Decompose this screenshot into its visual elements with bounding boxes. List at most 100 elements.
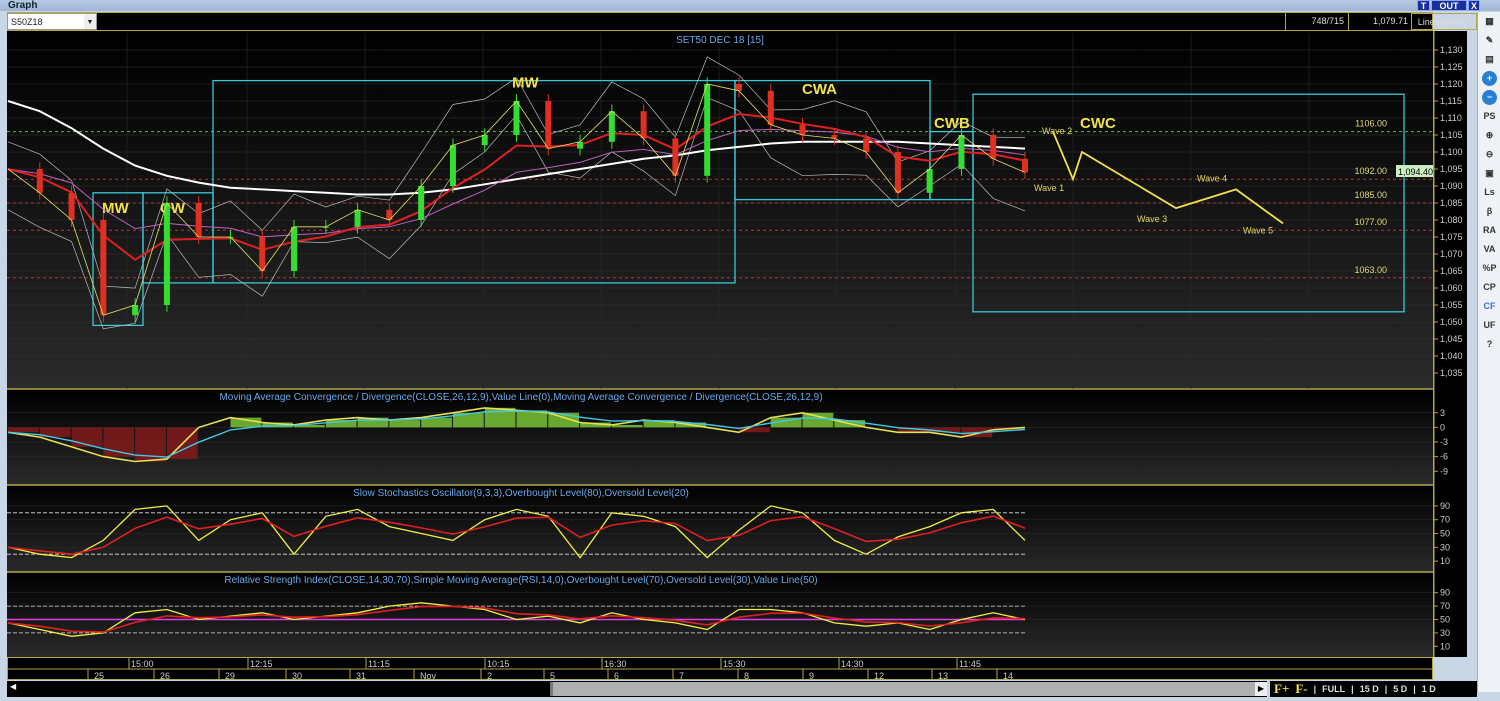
- window-icon[interactable]: ▣: [1485, 168, 1494, 178]
- cf-icon[interactable]: CF: [1483, 301, 1496, 311]
- candle-body: [735, 84, 742, 91]
- date-label: 14: [1003, 671, 1013, 680]
- t-button[interactable]: T: [1417, 0, 1430, 11]
- period-bar: F+ F- | FULL | 15 D | 5 D | 1 D: [1270, 681, 1477, 697]
- magnify-minus-icon[interactable]: ⊖: [1485, 149, 1494, 159]
- price-level-label: 1092.00: [1354, 166, 1387, 176]
- ps-dropdown-icon[interactable]: PS: [1483, 111, 1496, 121]
- y-tick-label: 70: [1440, 515, 1450, 525]
- table-icon[interactable]: ▦: [1485, 16, 1494, 26]
- pattern-box: [972, 93, 1405, 313]
- uf-icon[interactable]: UF: [1483, 320, 1496, 330]
- y-tick-label: 1,080: [1440, 215, 1463, 225]
- cursor-value-field: 1,079.71: [1348, 13, 1411, 30]
- percent-p-icon[interactable]: %P: [1482, 263, 1497, 273]
- y-tick-label: 1,070: [1440, 249, 1463, 259]
- macd-histogram-bar: [8, 427, 39, 433]
- macd-histogram-bar: [262, 422, 294, 428]
- scroll-left-icon[interactable]: ◀: [10, 682, 17, 691]
- candle-body: [36, 169, 43, 193]
- zoom-out-icon[interactable]: −: [1482, 90, 1497, 105]
- chart-plot-area[interactable]: SET50 DEC 18 [15] 1106.00 1092.00 1085.00 10…: [7, 31, 1433, 657]
- price-level-label: 1063.00: [1354, 265, 1387, 275]
- macd-histogram-bar: [611, 424, 643, 428]
- y-tick-label: -3: [1440, 437, 1448, 447]
- long-moving-average-line: [7, 100, 1026, 196]
- va-icon[interactable]: VA: [1483, 244, 1496, 254]
- y-tick-label: 1,075: [1440, 232, 1463, 242]
- period-15d-button[interactable]: 15 D: [1359, 684, 1379, 694]
- period-1d-button[interactable]: 1 D: [1421, 684, 1436, 694]
- chart-edit-icon[interactable]: ✎: [1485, 35, 1494, 45]
- last-price-marker: [1396, 165, 1433, 178]
- macd-histogram-bar: [39, 427, 71, 438]
- close-button[interactable]: X: [1468, 0, 1480, 11]
- candle-body: [481, 135, 488, 146]
- date-label: 12: [874, 671, 884, 680]
- date-label: 13: [938, 671, 948, 680]
- macd-histogram-bar: [897, 427, 929, 433]
- scrollbar-thumb[interactable]: [550, 682, 1258, 696]
- font-increase-button[interactable]: F+: [1274, 681, 1290, 696]
- panel-background: [7, 485, 1433, 572]
- time-label: 15:30: [723, 659, 746, 669]
- font-decrease-button[interactable]: F-: [1295, 681, 1308, 696]
- period-5d-button[interactable]: 5 D: [1393, 684, 1408, 694]
- scale-mode-button[interactable]: Linear(Auto): [1411, 13, 1477, 30]
- date-label: 2: [487, 671, 492, 680]
- symbol-select[interactable]: S50Z18 ▼: [7, 13, 97, 30]
- wave-label: Wave 1: [1034, 183, 1064, 193]
- zoom-in-icon[interactable]: +: [1482, 71, 1497, 86]
- indicator-signal-line: [7, 515, 1026, 556]
- y-tick-label: 90: [1440, 588, 1450, 598]
- period-full-button[interactable]: FULL: [1322, 684, 1346, 694]
- price-level-label: 1106.00: [1355, 119, 1387, 129]
- candle-body: [704, 84, 711, 176]
- indicator-line: [7, 602, 1026, 637]
- time-label: 12:15: [250, 659, 273, 669]
- magnify-plus-icon[interactable]: ⊕: [1485, 130, 1494, 140]
- date-label: 7: [679, 671, 684, 680]
- macd-histogram-bar: [770, 417, 802, 428]
- y-tick-label: -9: [1440, 466, 1448, 476]
- time-label: 11:45: [959, 659, 981, 669]
- y-tick-label: 50: [1440, 529, 1450, 539]
- y-tick-label: 1,110: [1440, 113, 1462, 123]
- candle-body: [640, 111, 647, 139]
- macd-histogram-bar: [230, 417, 262, 428]
- y-tick-label: 1,125: [1440, 62, 1463, 72]
- beta-icon[interactable]: β: [1486, 206, 1493, 216]
- chart-toolbar: [7, 12, 1433, 31]
- window-title: Graph: [0, 0, 1500, 11]
- indicator-title: Relative Strength Index(CLOSE,14,30,70),…: [224, 575, 817, 586]
- candle-body: [195, 203, 202, 237]
- folder-icon[interactable]: ▤: [1485, 54, 1494, 64]
- cp-icon[interactable]: CP: [1483, 282, 1496, 292]
- y-axis: 1,130 1,125 1,120 1,115 1,110 1,105 1,100 1,095…: [1433, 31, 1467, 657]
- y-tick-label: 1,040: [1440, 351, 1463, 361]
- help-icon[interactable]: ?: [1486, 339, 1493, 349]
- y-tick-label: 1,100: [1440, 147, 1463, 157]
- macd-histogram-bar: [421, 417, 452, 428]
- macd-histogram-bar: [389, 420, 421, 428]
- pattern-label: MW: [512, 74, 539, 91]
- y-tick-label: 1,120: [1440, 79, 1463, 89]
- y-tick-label: 1,115: [1440, 96, 1462, 106]
- ra-icon[interactable]: RA: [1483, 225, 1496, 235]
- right-toolbar: ▦ ✎ ▤ + − PS ⊕ ⊖ ▣ Ls β RA VA %P CP CF UF?: [1477, 12, 1500, 692]
- y-tick-label: 1,050: [1440, 317, 1463, 327]
- date-label: 26: [160, 671, 170, 680]
- y-tick-label: 10: [1440, 556, 1450, 566]
- ls-icon[interactable]: Ls: [1484, 187, 1495, 197]
- y-tick-label: -6: [1440, 452, 1448, 462]
- candle-body: [449, 145, 456, 186]
- indicator-signal-line: [7, 605, 1026, 633]
- y-tick-label: 1,130: [1440, 45, 1463, 55]
- time-label: 11:15: [368, 659, 390, 669]
- candle-body: [672, 138, 679, 176]
- scroll-right-icon[interactable]: ▶: [1255, 682, 1267, 696]
- macd-histogram-bar: [484, 407, 516, 428]
- candle-body: [163, 203, 170, 305]
- out-button[interactable]: OUT: [1431, 0, 1467, 11]
- chevron-down-icon[interactable]: ▼: [84, 14, 96, 29]
